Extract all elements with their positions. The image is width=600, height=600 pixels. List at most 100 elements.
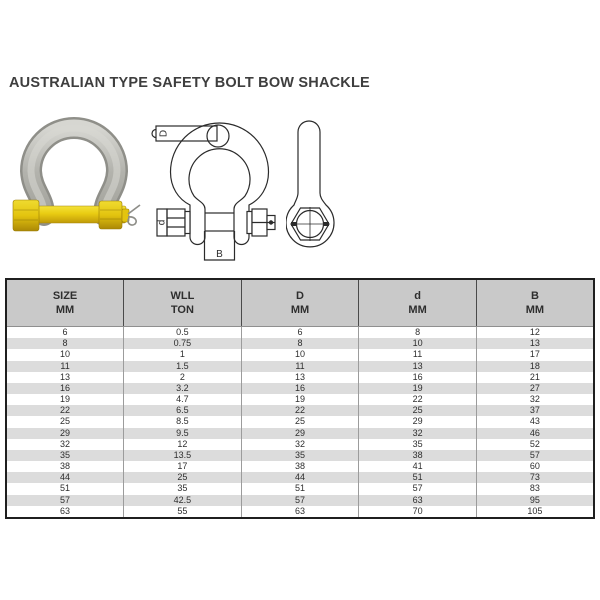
- table-cell: 95: [475, 494, 594, 506]
- bow-section-circle: [206, 124, 230, 148]
- table-cell: 57: [475, 449, 594, 462]
- column-header-line2: MM: [290, 304, 310, 316]
- table-cell: 19: [358, 382, 477, 395]
- table-cell: 38: [60, 461, 71, 472]
- table-cell: 63: [240, 505, 359, 518]
- table-cell: 63: [358, 494, 477, 506]
- table-row: 6 0.5 6 8 12: [6, 326, 594, 339]
- spec-table: SIZE MM WLL TON D MM d MM B MM 6 0.5 6 8 12 8 0.75 8 10 13…: [5, 278, 595, 519]
- table-cell: 29: [60, 427, 71, 438]
- cotter-end-left: [291, 222, 297, 226]
- table-row: 29 9.5 29 32 46: [6, 427, 594, 439]
- table-cell: 8: [358, 326, 477, 339]
- table-cell: 0.75: [123, 338, 242, 350]
- table-cell: 38: [358, 449, 477, 462]
- table-cell: 73: [475, 472, 594, 484]
- table-cell: 6: [240, 326, 359, 339]
- table-cell: 35: [358, 438, 477, 450]
- table-cell: 2: [123, 371, 242, 383]
- table-cell: 37: [475, 405, 594, 417]
- column-header-line2: MM: [55, 304, 75, 316]
- table-cell: 16: [240, 382, 359, 395]
- table-cell: 35: [123, 483, 242, 495]
- column-header: d MM: [358, 279, 477, 327]
- dim-label-d: d: [157, 220, 168, 226]
- pin-hex-head: [166, 208, 191, 237]
- table-cell: 32: [60, 438, 71, 449]
- table-cell: 0.5: [123, 326, 242, 339]
- column-header-line1: SIZE: [52, 289, 78, 302]
- table-cell: 21: [475, 371, 594, 383]
- column-header-line2: TON: [170, 304, 194, 316]
- table-row: 22 6.5 22 25 37: [6, 405, 594, 417]
- column-header: D MM: [240, 279, 359, 327]
- header-row: SIZE MM WLL TON D MM d MM B MM: [6, 279, 594, 327]
- table-cell: 13: [240, 371, 359, 383]
- table-cell: 57: [358, 483, 477, 495]
- table-row: 10 1 10 11 17: [6, 349, 594, 361]
- table-cell: 35: [60, 449, 71, 460]
- table-cell: 13: [475, 338, 594, 350]
- table-cell: 17: [123, 461, 242, 473]
- cotter-pin: [127, 204, 141, 226]
- table-row: 16 3.2 16 19 27: [6, 382, 594, 395]
- bow-outline: [169, 122, 270, 246]
- column-header-line2: MM: [525, 304, 545, 316]
- shackle-photo: [10, 111, 142, 259]
- spec-table-body: 6 0.5 6 8 12 8 0.75 8 10 13 10 1 10 11 17 11 1.5 11 13 18 13…: [6, 326, 594, 518]
- table-cell: 46: [475, 427, 594, 439]
- spec-table-head: SIZE MM WLL TON D MM d MM B MM: [6, 279, 594, 327]
- table-cell: 32: [240, 438, 359, 450]
- table-cell: 13.5: [123, 449, 242, 462]
- column-header: WLL TON: [123, 279, 242, 327]
- table-cell: 27: [475, 382, 594, 395]
- table-cell: 18: [475, 360, 594, 372]
- table-cell: 43: [475, 416, 594, 428]
- table-cell: 13: [358, 360, 477, 372]
- pin-nut: [246, 208, 276, 237]
- table-cell: 57: [240, 494, 359, 506]
- column-header-line2: MM: [408, 304, 427, 316]
- side-crosshair: [292, 207, 328, 241]
- table-cell: 11: [358, 349, 477, 361]
- dim-label-B: B: [216, 249, 223, 260]
- dimension-d: d: [156, 208, 168, 237]
- side-view-image: [286, 120, 335, 248]
- table-cell: 25: [240, 416, 359, 428]
- column-header-line1: D: [296, 289, 304, 302]
- table-row: 63 55 63 70 105: [6, 505, 594, 518]
- side-view-drawing: [286, 114, 342, 254]
- table-cell: 51: [60, 483, 71, 494]
- table-cell: 17: [475, 349, 594, 361]
- table-cell: 51: [358, 472, 477, 484]
- front-view-drawing: D d B: [148, 105, 293, 267]
- table-row: 19 4.7 19 22 32: [6, 394, 594, 406]
- table-cell: 44: [240, 472, 359, 484]
- table-cell: 8.5: [123, 416, 242, 428]
- table-cell: 55: [123, 505, 242, 518]
- table-row: 57 42.5 57 63 95: [6, 494, 594, 506]
- table-cell: 83: [475, 483, 594, 495]
- table-row: 38 17 38 41 60: [6, 461, 594, 473]
- table-cell: 22: [60, 405, 71, 416]
- column-header-line1: WLL: [170, 289, 195, 302]
- table-cell: 32: [475, 394, 594, 406]
- page-title: AUSTRALIAN TYPE SAFETY BOLT BOW SHACKLE: [9, 75, 370, 91]
- table-cell: 25: [60, 416, 71, 427]
- table-cell: 10: [358, 338, 477, 350]
- table-cell: 52: [475, 438, 594, 450]
- table-cell: 4.7: [123, 394, 242, 406]
- table-cell: 19: [60, 394, 71, 405]
- dimension-B: B: [203, 231, 236, 261]
- table-cell: 13: [60, 371, 71, 382]
- table-row: 35 13.5 35 38 57: [6, 449, 594, 462]
- column-header-line1: d: [414, 289, 421, 302]
- shackle-pin: [12, 199, 130, 232]
- table-cell: 41: [358, 461, 477, 473]
- shackle-photo-image: [12, 117, 141, 232]
- table-cell: 1.5: [123, 360, 242, 372]
- table-cell: 25: [123, 472, 242, 484]
- table-row: 25 8.5 25 29 43: [6, 416, 594, 428]
- table-cell: 3.2: [123, 382, 242, 395]
- table-cell: 11: [60, 360, 70, 371]
